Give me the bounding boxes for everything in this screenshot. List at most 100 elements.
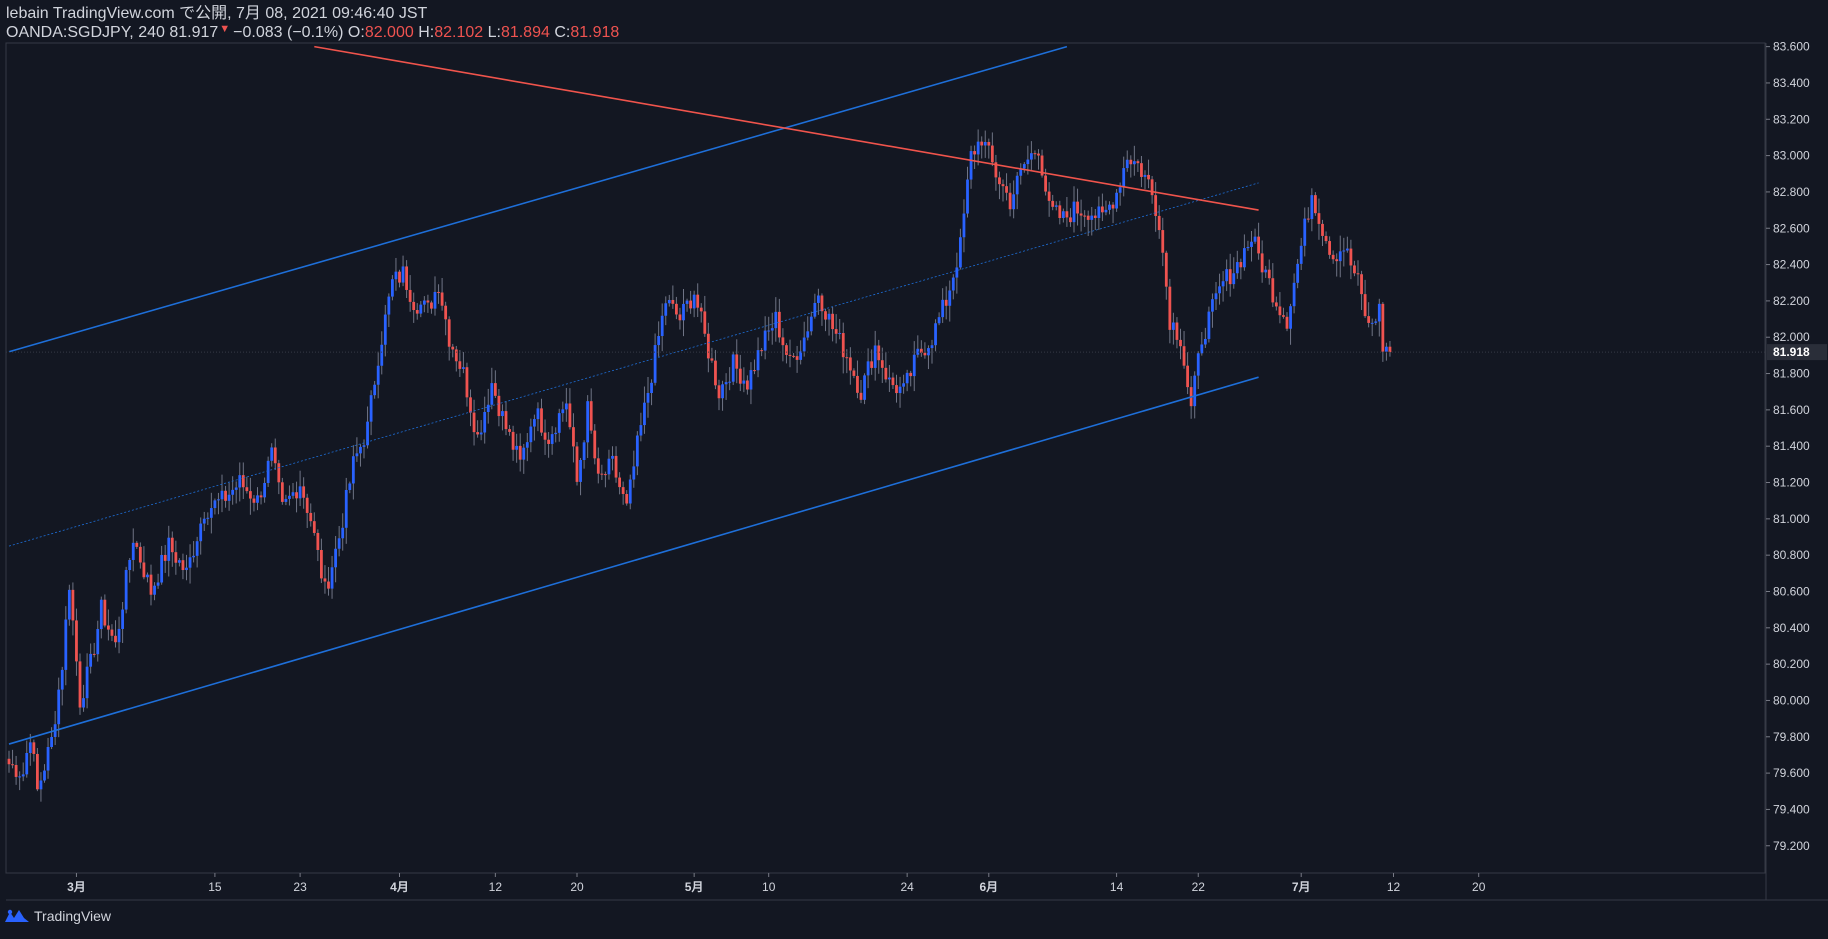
candle xyxy=(36,748,39,792)
candle-body-down xyxy=(792,355,795,357)
candle-body-down xyxy=(1037,153,1040,156)
candle-body-up xyxy=(195,541,199,556)
candle xyxy=(1065,196,1069,227)
candle xyxy=(905,369,909,392)
candle-body-down xyxy=(919,348,923,353)
candle-body-up xyxy=(813,302,817,317)
candle-body-down xyxy=(621,487,625,494)
candle-body-up xyxy=(209,508,213,518)
time-tick-label: 24 xyxy=(900,880,914,894)
candle-body-down xyxy=(1083,215,1087,217)
tradingview-footer[interactable]: TradingView xyxy=(4,908,111,924)
candle xyxy=(245,476,249,494)
candle-body-down xyxy=(1321,223,1324,236)
candle xyxy=(770,312,774,345)
candle xyxy=(440,277,444,311)
candle-body-up xyxy=(483,411,487,433)
candle xyxy=(419,301,423,318)
price-tick-label: 79.600 xyxy=(1773,766,1810,780)
candle xyxy=(1012,180,1016,219)
low-value: 81.894 xyxy=(500,24,550,41)
candle xyxy=(831,306,834,342)
candle-body-down xyxy=(596,458,600,474)
candle xyxy=(1278,292,1282,324)
candle xyxy=(170,531,174,567)
candle xyxy=(525,433,529,462)
candle xyxy=(944,286,948,320)
candle-body-up xyxy=(767,330,771,332)
candle-body-down xyxy=(604,474,607,476)
candle-body-down xyxy=(1314,195,1317,214)
candle xyxy=(891,372,895,390)
candle-body-up xyxy=(1054,205,1058,207)
candle-body-down xyxy=(568,403,572,428)
candle-body-down xyxy=(252,498,256,503)
candle xyxy=(511,425,515,461)
candle-body-up xyxy=(146,574,149,578)
channel-upper-line[interactable] xyxy=(8,45,1068,353)
candle xyxy=(302,477,306,509)
candle xyxy=(305,493,309,528)
candle xyxy=(863,373,866,405)
candle-body-up xyxy=(373,384,377,396)
price-tick-label: 82.000 xyxy=(1773,330,1810,344)
candle xyxy=(316,529,320,562)
candle-body-down xyxy=(302,486,306,498)
candle xyxy=(927,345,930,370)
tradingview-logo-icon xyxy=(5,909,29,922)
open-value: 82.000 xyxy=(364,24,414,41)
candle xyxy=(685,298,689,312)
candle-body-up xyxy=(153,585,156,595)
candle-body-down xyxy=(856,375,859,393)
resistance-line[interactable] xyxy=(314,45,1259,211)
candle-body-up xyxy=(117,628,121,643)
candle xyxy=(149,564,153,606)
candle xyxy=(234,481,238,504)
candle-body-up xyxy=(348,483,352,490)
candle-body-up xyxy=(1015,175,1019,195)
candle xyxy=(401,255,405,287)
candle xyxy=(1321,219,1324,247)
candle-body-up xyxy=(937,317,941,324)
channel-lower-line[interactable] xyxy=(8,376,1259,745)
candle-body-down xyxy=(273,447,277,464)
high-label: H: xyxy=(418,24,435,41)
candle xyxy=(1338,235,1342,278)
candle xyxy=(25,740,29,778)
channel-mid-line[interactable] xyxy=(8,182,1259,547)
candle xyxy=(18,771,22,791)
price-tick-label: 79.200 xyxy=(1773,839,1810,853)
candle xyxy=(117,616,121,654)
candle-body-down xyxy=(1161,230,1165,253)
candle-body-down xyxy=(824,311,827,320)
candle-body-down xyxy=(1008,192,1012,210)
candle-body-up xyxy=(951,277,955,291)
candle xyxy=(394,257,398,291)
candle-body-up xyxy=(401,266,405,283)
candle-body-down xyxy=(476,432,479,435)
symbol-label[interactable]: OANDA:SGDJPY, 240 xyxy=(6,24,165,41)
candle xyxy=(951,274,955,300)
candle-body-down xyxy=(465,367,469,398)
candle xyxy=(1335,253,1339,277)
candle xyxy=(89,643,93,674)
candle xyxy=(980,136,984,159)
candle xyxy=(781,328,785,362)
candle-body-down xyxy=(32,742,36,754)
candle-body-down xyxy=(415,310,419,314)
candle xyxy=(1200,331,1204,356)
candle xyxy=(96,620,100,662)
candle-body-down xyxy=(138,546,142,563)
candle xyxy=(827,308,831,336)
candle xyxy=(653,333,657,386)
candle-body-down xyxy=(249,491,252,499)
candle xyxy=(1207,306,1211,343)
candle xyxy=(486,388,490,424)
candle xyxy=(504,401,508,436)
candle xyxy=(710,347,714,363)
candle xyxy=(550,426,554,455)
high-value: 82.102 xyxy=(434,24,484,41)
candle-body-up xyxy=(1221,281,1225,287)
candle-body-up xyxy=(67,589,71,620)
